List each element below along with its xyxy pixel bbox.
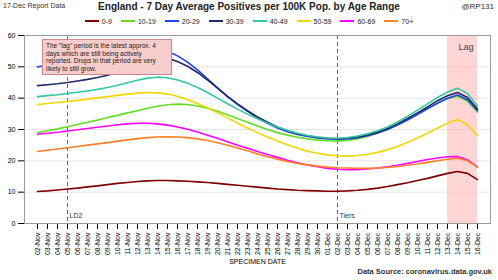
svg-text:13-Nov: 13-Nov bbox=[144, 232, 151, 255]
svg-text:0: 0 bbox=[12, 220, 16, 227]
svg-text:24-Nov: 24-Nov bbox=[254, 232, 261, 255]
html-text:17-Dec Report Data: 17-Dec Report Data bbox=[3, 2, 66, 9]
svg-text:04-Dec: 04-Dec bbox=[354, 232, 361, 255]
svg-text:12-Nov: 12-Nov bbox=[134, 232, 141, 255]
svg-text:05-Nov: 05-Nov bbox=[64, 232, 71, 255]
svg-text:11-Nov: 11-Nov bbox=[124, 232, 131, 255]
svg-text:02-Nov: 02-Nov bbox=[34, 232, 41, 255]
svg-text:30-Nov: 30-Nov bbox=[314, 232, 321, 255]
svg-text:22-Nov: 22-Nov bbox=[234, 232, 241, 255]
svg-text:10: 10 bbox=[8, 188, 16, 195]
svg-text:12-Dec: 12-Dec bbox=[434, 232, 441, 255]
html-text:0-9: 0-9 bbox=[101, 17, 112, 25]
html-text:70+: 70+ bbox=[401, 17, 414, 25]
svg-text:23-Nov: 23-Nov bbox=[244, 232, 251, 255]
svg-text:20: 20 bbox=[8, 157, 16, 164]
html-text:50-59: 50-59 bbox=[313, 17, 332, 25]
svg-text:16-Dec: 16-Dec bbox=[474, 232, 481, 255]
svg-text:11-Dec: 11-Dec bbox=[424, 232, 431, 255]
svg-text:25-Nov: 25-Nov bbox=[264, 232, 271, 255]
svg-text:28-Nov: 28-Nov bbox=[294, 232, 301, 255]
svg-text:10-Nov: 10-Nov bbox=[114, 232, 121, 255]
svg-text:20-Nov: 20-Nov bbox=[214, 232, 221, 255]
svg-text:26-Nov: 26-Nov bbox=[274, 232, 281, 255]
svg-text:17-Nov: 17-Nov bbox=[184, 232, 191, 255]
svg-text:03-Dec: 03-Dec bbox=[344, 232, 351, 255]
svg-text:01-Dec: 01-Dec bbox=[324, 232, 331, 255]
svg-text:21-Nov: 21-Nov bbox=[224, 232, 231, 255]
html-text:30-39: 30-39 bbox=[225, 17, 244, 25]
svg-text:27-Nov: 27-Nov bbox=[284, 232, 291, 255]
svg-text:LD2: LD2 bbox=[70, 212, 83, 219]
svg-text:16-Nov: 16-Nov bbox=[174, 232, 181, 255]
svg-text:09-Nov: 09-Nov bbox=[104, 232, 111, 255]
svg-text:18-Nov: 18-Nov bbox=[194, 232, 201, 255]
svg-text:14-Nov: 14-Nov bbox=[154, 232, 161, 255]
svg-text:15-Nov: 15-Nov bbox=[164, 232, 171, 255]
svg-text:08-Dec: 08-Dec bbox=[394, 232, 401, 255]
svg-text:29-Nov: 29-Nov bbox=[304, 232, 311, 255]
html-text:Data Source: coronavirus.data.: Data Source: coronavirus.data.gov.uk bbox=[357, 267, 492, 276]
svg-text:08-Nov: 08-Nov bbox=[94, 232, 101, 255]
svg-text:50: 50 bbox=[8, 63, 16, 70]
svg-text:07-Nov: 07-Nov bbox=[84, 232, 91, 255]
html-text:The "lag" period is the latest: The "lag" period is the latest approx. 4… bbox=[46, 42, 156, 72]
svg-text:10-Dec: 10-Dec bbox=[414, 232, 421, 255]
svg-text:19-Nov: 19-Nov bbox=[204, 232, 211, 255]
svg-text:13-Dec: 13-Dec bbox=[444, 232, 451, 255]
svg-text:14-Dec: 14-Dec bbox=[454, 232, 461, 255]
svg-text:04-Nov: 04-Nov bbox=[54, 232, 61, 255]
html-text:10-19: 10-19 bbox=[137, 17, 156, 25]
html-text:England - 7 Day Average Positi: England - 7 Day Average Positives per 10… bbox=[98, 1, 400, 12]
svg-text:30: 30 bbox=[8, 126, 16, 133]
html-text:40-49: 40-49 bbox=[269, 17, 288, 25]
svg-text:06-Dec: 06-Dec bbox=[374, 232, 381, 255]
svg-text:03-Nov: 03-Nov bbox=[44, 232, 51, 255]
svg-text:60: 60 bbox=[8, 32, 16, 39]
svg-text:09-Dec: 09-Dec bbox=[404, 232, 411, 255]
svg-text:05-Dec: 05-Dec bbox=[364, 232, 371, 255]
html-text:60-69: 60-69 bbox=[357, 17, 376, 25]
svg-text:07-Dec: 07-Dec bbox=[384, 232, 391, 255]
svg-text:02-Dec: 02-Dec bbox=[334, 232, 341, 255]
svg-text:15-Dec: 15-Dec bbox=[464, 232, 471, 255]
svg-text:Lag: Lag bbox=[458, 42, 473, 52]
svg-text:SPECIMEN DATE: SPECIMEN DATE bbox=[229, 258, 286, 265]
html-text:20-29: 20-29 bbox=[181, 17, 200, 25]
html-text:@RP131: @RP131 bbox=[461, 2, 494, 11]
svg-text:40: 40 bbox=[8, 94, 16, 101]
svg-text:06-Nov: 06-Nov bbox=[74, 232, 81, 255]
svg-text:Tiers: Tiers bbox=[340, 212, 356, 219]
